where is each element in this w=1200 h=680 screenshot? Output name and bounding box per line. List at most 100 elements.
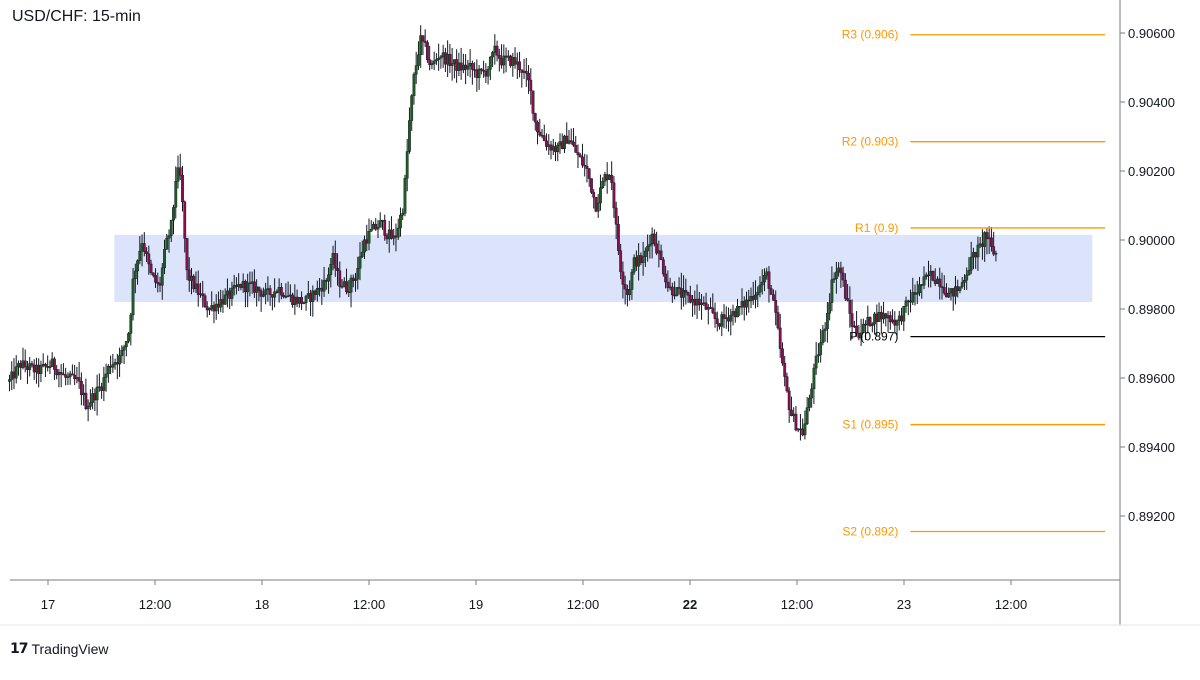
candle	[767, 265, 771, 303]
candle-body-down	[279, 287, 283, 296]
candle	[461, 53, 465, 74]
candle	[772, 289, 775, 301]
candle-body-down	[670, 286, 674, 296]
candle-body-up	[28, 363, 32, 370]
candle-body-up	[760, 281, 764, 286]
tradingview-brand[interactable]: 17 TradingView	[10, 641, 109, 657]
candle-body-down	[875, 313, 879, 322]
candle-body-up	[828, 302, 832, 314]
candle	[115, 354, 119, 380]
candle	[994, 250, 998, 262]
candle-body-up	[223, 294, 227, 305]
candle-body-up	[596, 202, 600, 212]
candle	[817, 343, 820, 363]
candle	[969, 241, 973, 275]
candle-body-up	[129, 314, 133, 334]
candle-body-up	[68, 373, 72, 377]
candle-body-up	[277, 287, 281, 293]
candle	[257, 286, 261, 302]
candle-body-up	[491, 52, 494, 58]
candle-body-down	[610, 175, 614, 183]
candle	[911, 277, 915, 305]
candle	[859, 318, 863, 347]
candle	[403, 174, 407, 217]
candle-body-down	[268, 288, 272, 295]
candle-body-up	[599, 187, 602, 204]
candle	[814, 342, 818, 375]
candle-body-down	[156, 282, 160, 284]
candle-body-up	[315, 288, 319, 295]
candle-body-down	[253, 281, 256, 293]
candle	[592, 189, 596, 209]
candle	[129, 313, 133, 346]
candle	[102, 366, 106, 402]
candle-body-down	[888, 315, 892, 323]
candle	[621, 261, 625, 299]
candle-body-up	[488, 56, 492, 70]
candle	[828, 293, 832, 321]
candle-body-down	[727, 317, 730, 322]
candle	[201, 280, 205, 308]
candle	[488, 56, 492, 80]
candle-body-down	[545, 140, 548, 147]
candle-body-up	[799, 428, 802, 431]
candle	[515, 52, 519, 80]
x-tick-label: 12:00	[567, 597, 600, 612]
candle	[918, 276, 921, 297]
candle	[333, 240, 337, 277]
candle-body-down	[619, 250, 623, 273]
pivot-level: S1 (0.895)	[842, 418, 1106, 432]
candle	[900, 307, 903, 325]
candle-body-down	[931, 270, 935, 281]
candle	[475, 59, 479, 92]
candle-body-down	[154, 275, 157, 283]
candle	[136, 259, 139, 285]
candle	[259, 288, 263, 312]
candle-body-down	[205, 306, 209, 311]
candle	[659, 244, 663, 261]
x-tick-label: 17	[41, 597, 55, 612]
candle-body-down	[974, 252, 978, 258]
candle-body-down	[769, 288, 773, 295]
candle-body-down	[53, 358, 56, 370]
candle-body-up	[608, 175, 611, 180]
candle-body-up	[493, 45, 497, 53]
candle	[122, 344, 126, 365]
candle-body-up	[929, 270, 933, 276]
candle-body-down	[338, 270, 342, 287]
candle	[830, 266, 834, 312]
candle-body-down	[767, 271, 771, 289]
candle	[619, 243, 623, 280]
candle	[68, 370, 72, 385]
candle	[196, 270, 200, 307]
candle	[261, 287, 265, 298]
candle-body-up	[731, 311, 735, 316]
candle	[882, 301, 885, 324]
candle	[446, 40, 450, 77]
candle-body-up	[329, 264, 333, 275]
candle-body-up	[691, 299, 694, 303]
candle	[870, 322, 874, 333]
candle-body-up	[567, 140, 571, 144]
candle-body-up	[408, 120, 411, 152]
candle-body-down	[581, 156, 584, 166]
candle	[931, 270, 935, 282]
candle	[414, 51, 418, 84]
candle-body-down	[235, 285, 238, 287]
candle-body-down	[713, 312, 717, 319]
candle	[630, 269, 634, 300]
candle	[897, 310, 901, 331]
candle	[73, 364, 77, 386]
candle-body-down	[742, 301, 746, 308]
candle	[983, 231, 987, 262]
candle-body-down	[549, 144, 553, 151]
candle-body-up	[682, 290, 685, 298]
candle-body-up	[219, 299, 223, 308]
candle	[596, 194, 600, 218]
candle-body-up	[706, 307, 710, 310]
candle-body-down	[843, 279, 847, 299]
candle-body-down	[612, 182, 616, 209]
candle-body-down	[46, 366, 50, 368]
